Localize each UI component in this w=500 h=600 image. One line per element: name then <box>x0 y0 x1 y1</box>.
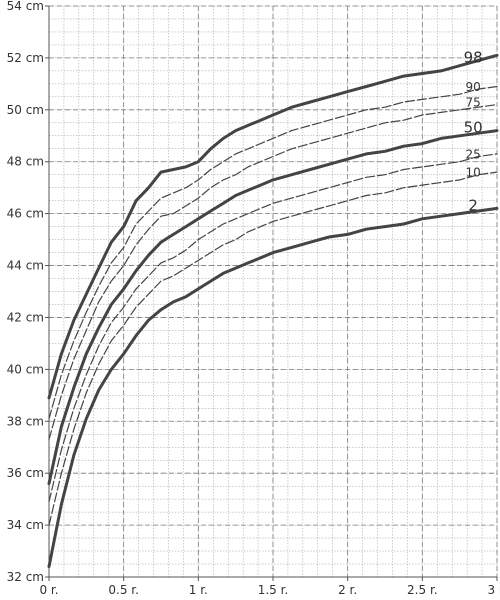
y-tick-label: 32 cm <box>7 570 44 584</box>
y-tick-label: 46 cm <box>7 207 44 221</box>
y-tick-label: 42 cm <box>7 310 44 324</box>
percentile-line-2 <box>47 206 499 569</box>
axes <box>45 6 497 581</box>
percentile-line-90 <box>48 85 498 420</box>
y-tick-label: 36 cm <box>7 466 44 480</box>
y-tick-label: 38 cm <box>7 414 44 428</box>
x-tick-label: 2.5 r. <box>407 583 438 597</box>
x-tick-label: 2 r. <box>338 583 357 597</box>
percentile-label-10: 10 <box>466 165 481 179</box>
y-tick-label: 50 cm <box>7 103 44 117</box>
y-tick-label: 52 cm <box>7 51 44 65</box>
percentile-label-2: 2 <box>468 196 478 214</box>
percentile-line-50 <box>47 129 499 486</box>
percentile-line-25 <box>48 153 498 503</box>
minor-grid <box>48 5 498 578</box>
x-tick-label: 0.5 r. <box>108 583 139 597</box>
x-tick-label: 1 r. <box>189 583 208 597</box>
percentile-label-50: 50 <box>464 119 483 137</box>
percentile-line-75 <box>48 103 498 440</box>
x-tick-label: 0 r. <box>39 583 58 597</box>
percentile-curves <box>47 53 499 569</box>
x-tick-label: 1.5 r. <box>258 583 289 597</box>
y-tick-label: 54 cm <box>7 0 44 13</box>
y-tick-label: 34 cm <box>7 518 44 532</box>
y-tick-label: 48 cm <box>7 155 44 169</box>
percentile-line-10 <box>48 171 498 526</box>
percentile-line-98 <box>47 53 499 400</box>
percentile-label-98: 98 <box>464 48 483 66</box>
y-tick-label: 44 cm <box>7 259 44 273</box>
x-tick-label: 3 r. <box>487 583 500 597</box>
percentile-label-90: 90 <box>466 80 481 94</box>
y-tick-label: 40 cm <box>7 362 44 376</box>
x-axis-ticks: 0 r. 0.5 r. 1 r. 1.5 r. 2 r. 2.5 r. 3 r. <box>39 577 500 597</box>
y-axis-ticks: 32 cm 34 cm 36 cm 38 cm 40 cm 42 cm 44 cm 46 cm… <box>7 0 49 584</box>
percentile-label-75: 75 <box>466 96 481 110</box>
percentile-label-25: 25 <box>466 147 481 161</box>
percentile-labels: 98 90 75 50 25 10 2 <box>464 48 483 214</box>
